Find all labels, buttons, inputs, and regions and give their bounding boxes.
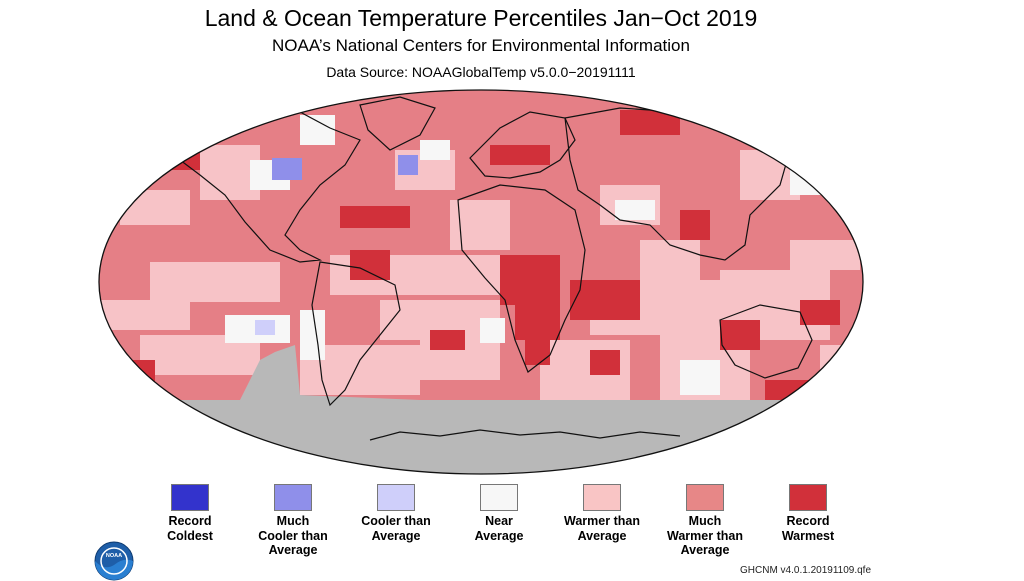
data-source: Data Source: NOAAGlobalTemp v5.0.0−20191… — [326, 64, 636, 80]
legend: Record Coldest Much Cooler than Average … — [140, 484, 870, 564]
legend-near-average: Near Average — [449, 484, 549, 543]
greenland-outline — [359, 96, 436, 151]
legend-label-line: Average — [268, 543, 318, 557]
legend-label-line: Record — [168, 514, 212, 528]
legend-swatch — [686, 484, 724, 511]
legend-label-line: Warmer than — [564, 514, 640, 528]
legend-label-line: Much — [276, 514, 310, 528]
legend-label-line: Near — [485, 514, 513, 528]
legend-swatch — [171, 484, 209, 511]
footer-version: GHCNM v4.0.1.20191109.qfe — [740, 565, 872, 576]
legend-much-cooler: Much Cooler than Average — [243, 484, 343, 558]
legend-record-warmest: Record Warmest — [758, 484, 858, 543]
legend-label-line: Cooler than — [361, 514, 431, 528]
legend-label-line: Average — [577, 528, 627, 543]
europe-outline — [469, 111, 576, 179]
legend-swatch — [274, 484, 312, 511]
legend-swatch — [480, 484, 518, 511]
legend-label-line: Average — [474, 528, 524, 543]
legend-swatch — [377, 484, 415, 511]
africa-outline — [457, 184, 586, 373]
legend-label-line: Average — [680, 543, 730, 557]
legend-record-coldest: Record Coldest — [140, 484, 240, 543]
legend-label-line: Much — [688, 514, 722, 528]
legend-label-line: Warmer than — [667, 528, 743, 543]
legend-label-line: Coldest — [167, 528, 213, 543]
world-map — [98, 89, 864, 475]
globe-border — [98, 89, 864, 475]
legend-label-line: Record — [786, 514, 830, 528]
australia-outline — [719, 304, 813, 379]
legend-swatch — [789, 484, 827, 511]
noaa-logo-icon: NOAA — [94, 541, 134, 581]
map-title: Land & Ocean Temperature Percentiles Jan… — [204, 5, 758, 31]
legend-label-line: Warmest — [781, 528, 835, 543]
noaa-logo-text: NOAA — [106, 553, 122, 559]
legend-cooler: Cooler than Average — [346, 484, 446, 543]
map-subtitle: NOAA’s National Centers for Environmenta… — [272, 36, 690, 55]
antarctica-outline — [369, 429, 681, 441]
legend-label-line: Average — [371, 528, 421, 543]
legend-label-line: Cooler than — [258, 528, 328, 543]
legend-swatch — [583, 484, 621, 511]
legend-much-warmer: Much Warmer than Average — [655, 484, 755, 558]
south-america-outline — [311, 261, 401, 407]
map-fill — [99, 90, 863, 474]
legend-warmer: Warmer than Average — [552, 484, 652, 543]
